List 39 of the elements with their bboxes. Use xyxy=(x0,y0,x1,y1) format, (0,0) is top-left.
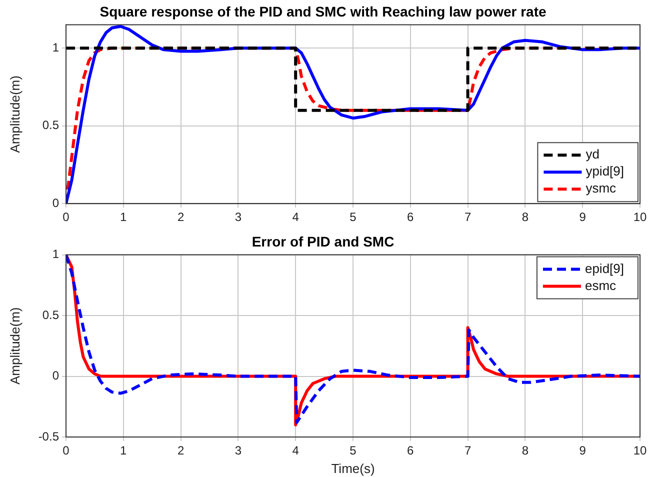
x-tick-label: 10 xyxy=(633,210,647,224)
x-tick-label: 6 xyxy=(407,210,414,224)
x-tick-label: 10 xyxy=(633,444,647,458)
legend-label: ysmc xyxy=(586,180,617,196)
x-tick-label: 5 xyxy=(350,210,357,224)
y-tick-label: 0 xyxy=(52,196,60,210)
x-tick-label: 7 xyxy=(464,444,472,458)
x-tick-label: 9 xyxy=(579,210,586,224)
y-tick-label: 0.5 xyxy=(42,308,60,322)
x-tick-label: 5 xyxy=(350,444,357,458)
y-tick-label: 0.5 xyxy=(42,118,60,132)
x-tick-label: 2 xyxy=(177,210,184,224)
x-tick-label: 9 xyxy=(579,444,586,458)
x-tick-label: 0 xyxy=(62,444,70,458)
x-axis-title: Time(s) xyxy=(331,460,375,476)
chart-title: Square response of the PID and SMC with Reaching law power rate xyxy=(100,3,546,20)
x-tick-label: 4 xyxy=(292,444,300,458)
y-axis-title: Amplitude(m) xyxy=(7,307,22,385)
x-tick-label: 8 xyxy=(522,210,529,224)
x-tick-label: 3 xyxy=(234,210,242,224)
x-tick-label: 6 xyxy=(407,444,414,458)
y-axis-title: Amplitude(m) xyxy=(7,76,22,153)
legend-label: epid[9] xyxy=(584,260,624,276)
x-tick-label: 0 xyxy=(62,210,70,224)
legend-label: ypid[9] xyxy=(586,164,624,179)
y-tick-label: 1 xyxy=(52,247,60,262)
x-tick-label: 1 xyxy=(120,444,128,458)
x-tick-label: 3 xyxy=(234,444,242,458)
y-tick-label: 0 xyxy=(52,368,60,383)
x-tick-label: 8 xyxy=(522,444,529,458)
x-tick-label: 7 xyxy=(464,210,472,224)
legend-label: esmc xyxy=(584,278,617,293)
chart-title: Error of PID and SMC xyxy=(252,233,394,250)
legend-label: yd xyxy=(586,146,600,162)
y-tick-label: -0.5 xyxy=(38,429,60,444)
x-tick-label: 1 xyxy=(120,210,128,224)
x-tick-label: 2 xyxy=(177,444,184,458)
x-tick-label: 4 xyxy=(292,210,300,224)
y-tick-label: 1 xyxy=(52,40,60,54)
